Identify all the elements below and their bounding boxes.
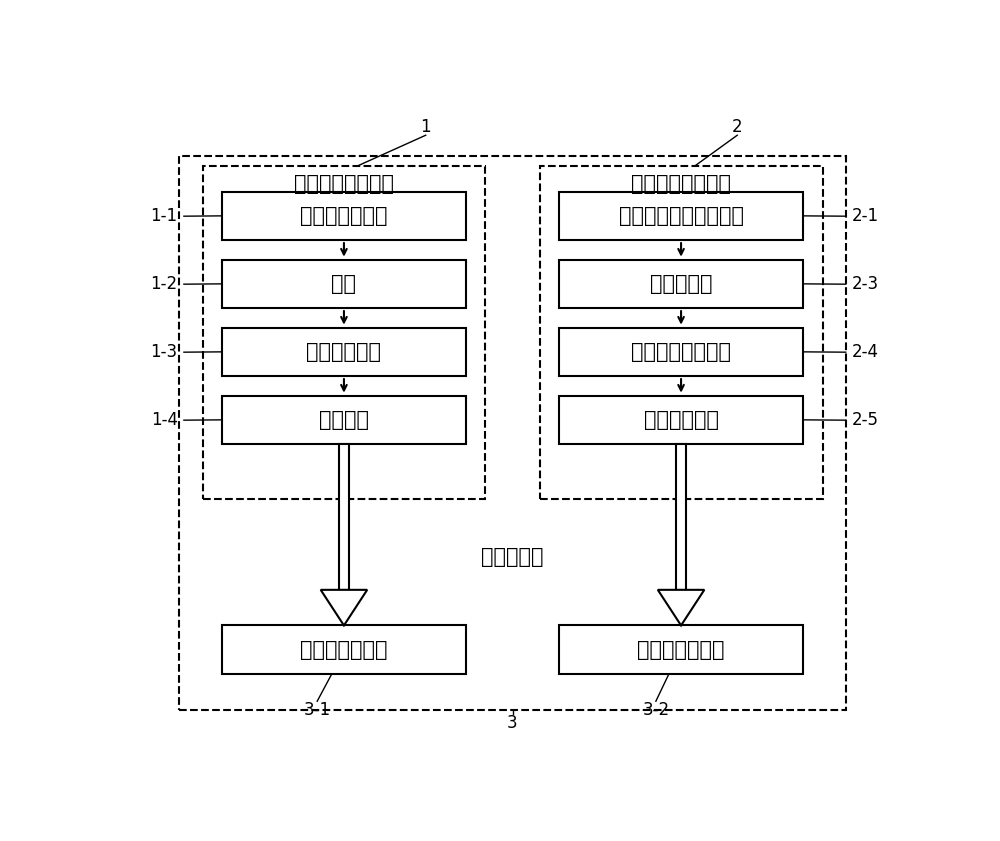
Text: 六维力传感器: 六维力传感器: [306, 341, 381, 362]
Text: 2-4: 2-4: [852, 343, 879, 361]
Text: 虚拟装配操作装置: 虚拟装配操作装置: [631, 174, 731, 193]
Bar: [559, 328, 803, 376]
Text: 1-3: 1-3: [151, 343, 178, 361]
Polygon shape: [658, 590, 704, 626]
Bar: [540, 166, 822, 500]
Text: 真实装配操作装置: 真实装配操作装置: [294, 174, 394, 193]
Bar: [222, 626, 466, 674]
Text: 1-2: 1-2: [151, 275, 178, 294]
Text: 2-5: 2-5: [852, 411, 879, 429]
Bar: [339, 444, 349, 590]
Bar: [222, 395, 466, 444]
Text: 虚拟机械臂: 虚拟机械臂: [650, 274, 712, 294]
Text: 3-1: 3-1: [304, 701, 331, 719]
Text: 六自由度机械臂: 六自由度机械臂: [300, 206, 388, 226]
Text: 真实操作零件集: 真实操作零件集: [300, 640, 388, 659]
Text: 3-2: 3-2: [642, 701, 669, 719]
Bar: [179, 156, 846, 710]
Text: 手柄: 手柄: [331, 274, 356, 294]
Text: 2-3: 2-3: [852, 275, 879, 294]
Bar: [222, 192, 466, 241]
Text: 1: 1: [420, 118, 431, 136]
Bar: [559, 626, 803, 674]
Text: 虚拟六维力传感器: 虚拟六维力传感器: [631, 341, 731, 362]
Bar: [676, 444, 686, 590]
Text: 2-1: 2-1: [852, 207, 879, 225]
Bar: [559, 395, 803, 444]
Polygon shape: [321, 590, 367, 626]
Text: 2: 2: [732, 118, 743, 136]
Bar: [222, 328, 466, 376]
Text: 虚拟机械手爪: 虚拟机械手爪: [644, 410, 719, 430]
Text: 1-1: 1-1: [151, 207, 178, 225]
Text: 1-4: 1-4: [151, 411, 178, 429]
Text: 操作零件集: 操作零件集: [481, 547, 544, 568]
Text: 机械手爪: 机械手爪: [319, 410, 369, 430]
Bar: [222, 260, 466, 308]
Bar: [202, 166, 485, 500]
Text: 七自由度力反馈手控器: 七自由度力反馈手控器: [619, 206, 744, 226]
Text: 虚拟操作零件集: 虚拟操作零件集: [637, 640, 725, 659]
Text: 3: 3: [507, 713, 518, 732]
Bar: [559, 260, 803, 308]
Bar: [559, 192, 803, 241]
